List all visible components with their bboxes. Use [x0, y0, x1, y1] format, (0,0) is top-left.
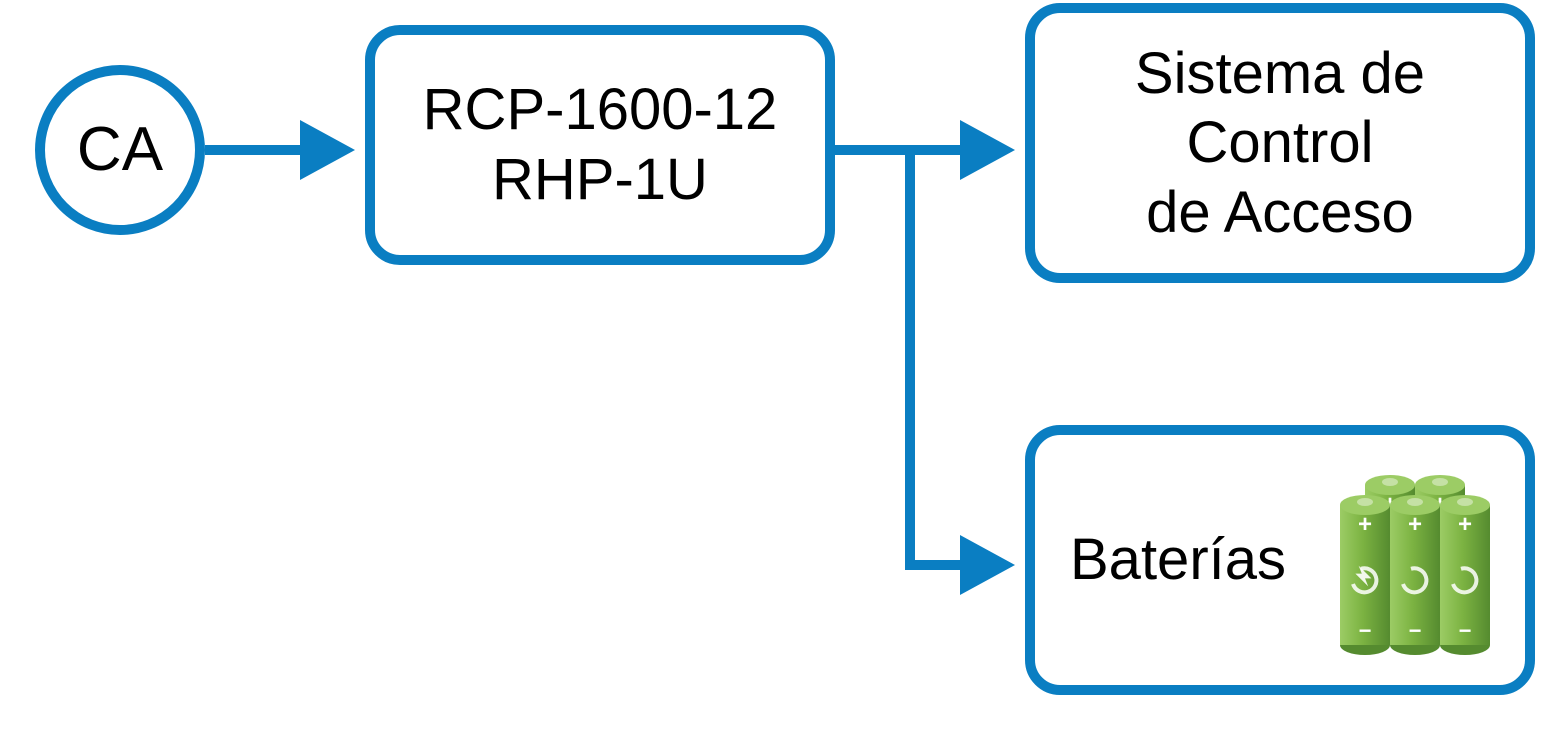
- svg-text:−: −: [1459, 618, 1472, 643]
- node-baterias-label: Baterías: [1060, 430, 1330, 690]
- node-rcp-line1: RCP-1600-12: [423, 75, 778, 145]
- node-rcp-line2: RHP-1U: [492, 145, 708, 215]
- node-acceso-line2: Control: [1187, 108, 1374, 178]
- battery-icon: + + + − +: [1340, 475, 1490, 655]
- svg-text:+: +: [1458, 511, 1472, 538]
- node-rcp-label: RCP-1600-12 RHP-1U: [370, 30, 830, 260]
- svg-text:+: +: [1358, 511, 1372, 538]
- svg-text:−: −: [1359, 618, 1372, 643]
- node-ca-label: CA: [40, 70, 200, 230]
- node-acceso-label: Sistema de Control de Acceso: [1030, 8, 1530, 278]
- node-acceso-line1: Sistema de: [1135, 39, 1425, 109]
- edge-rcp-baterias: [910, 155, 1005, 565]
- svg-text:−: −: [1409, 618, 1422, 643]
- svg-text:+: +: [1408, 511, 1422, 538]
- node-acceso-line3: de Acceso: [1146, 178, 1414, 248]
